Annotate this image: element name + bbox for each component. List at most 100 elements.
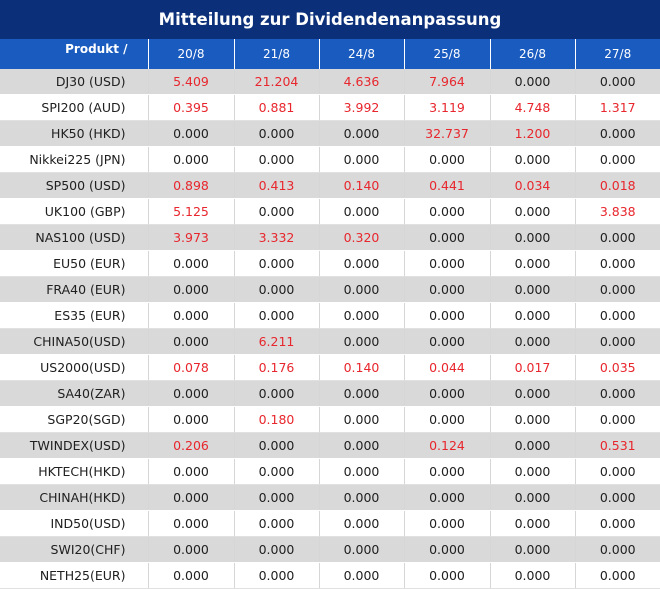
- table-row: SA40(ZAR) 0.000 0.000 0.000 0.000 0.000 0.000: [0, 380, 660, 407]
- table-row: NETH25(EUR) 0.000 0.000 0.000 0.000 0.000 0.00…: [0, 562, 660, 589]
- value-cell: 0.000: [575, 250, 660, 277]
- value-cell: 0.000: [319, 432, 405, 459]
- table-row: SGP20(SGD) 0.000 0.180 0.000 0.000 0.000 0.000: [0, 406, 660, 433]
- value-cell: 0.000: [234, 484, 320, 511]
- value-cell: 0.320: [319, 224, 405, 251]
- value-cell: 0.180: [234, 406, 320, 433]
- value-cell: 0.395: [148, 94, 235, 121]
- value-cell: 0.441: [404, 172, 491, 199]
- value-cell: 0.000: [404, 250, 491, 277]
- value-cell: 5.125: [148, 198, 235, 225]
- value-cell: 0.000: [490, 302, 576, 329]
- product-name-cell: IND50(USD): [0, 510, 149, 537]
- value-cell: 0.000: [404, 510, 491, 537]
- product-name-cell: DJ30 (USD): [0, 69, 149, 95]
- value-cell: 0.000: [575, 146, 660, 173]
- product-name-cell: TWINDEX(USD): [0, 432, 149, 459]
- value-cell: 7.964: [404, 69, 491, 95]
- value-cell: 3.119: [404, 94, 491, 121]
- value-cell: 0.000: [319, 458, 405, 485]
- product-name-cell: FRA40 (EUR): [0, 276, 149, 303]
- value-cell: 0.898: [148, 172, 235, 199]
- value-cell: 0.000: [575, 406, 660, 433]
- value-cell: 0.000: [148, 536, 235, 563]
- value-cell: 0.000: [234, 198, 320, 225]
- product-name-cell: SGP20(SGD): [0, 406, 149, 433]
- value-cell: 0.000: [490, 380, 576, 407]
- value-cell: 0.000: [575, 328, 660, 355]
- value-cell: 3.973: [148, 224, 235, 251]
- value-cell: 0.000: [148, 146, 235, 173]
- value-cell: 0.000: [404, 406, 491, 433]
- value-cell: 0.000: [319, 536, 405, 563]
- value-cell: 4.748: [490, 94, 576, 121]
- value-cell: 0.035: [575, 354, 660, 381]
- value-cell: 4.636: [319, 69, 405, 95]
- table-row: DJ30 (USD) 5.409 21.204 4.636 7.964 0.000 0.00…: [0, 69, 660, 95]
- header-date: 24/8: [319, 39, 405, 69]
- value-cell: 0.000: [319, 562, 405, 589]
- table-row: FRA40 (EUR) 0.000 0.000 0.000 0.000 0.000 0.00…: [0, 276, 660, 303]
- product-name-cell: UK100 (GBP): [0, 198, 149, 225]
- value-cell: 0.000: [234, 380, 320, 407]
- value-cell: 0.000: [234, 432, 320, 459]
- value-cell: 0.000: [490, 250, 576, 277]
- header-date: 20/8: [148, 39, 235, 69]
- product-name-cell: SP500 (USD): [0, 172, 149, 199]
- value-cell: 0.000: [575, 536, 660, 563]
- value-cell: 0.000: [234, 536, 320, 563]
- value-cell: 0.000: [319, 198, 405, 225]
- value-cell: 0.000: [319, 120, 405, 147]
- value-cell: 0.000: [490, 198, 576, 225]
- table-row: Nikkei225 (JPN) 0.000 0.000 0.000 0.000 0.000…: [0, 146, 660, 173]
- value-cell: 0.017: [490, 354, 576, 381]
- value-cell: 0.000: [234, 510, 320, 537]
- value-cell: 0.881: [234, 94, 320, 121]
- table-row: SPI200 (AUD) 0.395 0.881 3.992 3.119 4.748 1.3…: [0, 94, 660, 121]
- value-cell: 0.000: [234, 302, 320, 329]
- value-cell: 0.000: [575, 302, 660, 329]
- product-name-cell: HKTECH(HKD): [0, 458, 149, 485]
- header-date: 26/8: [490, 39, 576, 69]
- value-cell: 0.034: [490, 172, 576, 199]
- page-title: Mitteilung zur Dividendenanpassung: [0, 0, 660, 39]
- value-cell: 0.018: [575, 172, 660, 199]
- value-cell: 0.000: [148, 380, 235, 407]
- value-cell: 0.000: [490, 406, 576, 433]
- value-cell: 0.140: [319, 172, 405, 199]
- value-cell: 0.000: [490, 224, 576, 251]
- value-cell: 0.124: [404, 432, 491, 459]
- value-cell: 3.838: [575, 198, 660, 225]
- product-name-cell: NAS100 (USD): [0, 224, 149, 251]
- value-cell: 0.000: [404, 146, 491, 173]
- value-cell: 1.200: [490, 120, 576, 147]
- value-cell: 0.000: [490, 328, 576, 355]
- value-cell: 21.204: [234, 69, 320, 95]
- value-cell: 0.000: [404, 536, 491, 563]
- value-cell: 0.000: [319, 510, 405, 537]
- table-row: TWINDEX(USD) 0.206 0.000 0.000 0.124 0.000 0.5…: [0, 432, 660, 459]
- value-cell: 0.000: [319, 406, 405, 433]
- value-cell: 1.317: [575, 94, 660, 121]
- table-row: SP500 (USD) 0.898 0.413 0.140 0.441 0.034 0.01…: [0, 172, 660, 199]
- table-row: IND50(USD) 0.000 0.000 0.000 0.000 0.000 0.000: [0, 510, 660, 537]
- value-cell: 0.000: [490, 458, 576, 485]
- product-name-cell: SWI20(CHF): [0, 536, 149, 563]
- header-date: 25/8: [404, 39, 491, 69]
- value-cell: 0.078: [148, 354, 235, 381]
- value-cell: 0.000: [148, 276, 235, 303]
- header-row: Produkt / 20/8 21/8 24/8 25/8 26/8 27/8: [0, 39, 660, 69]
- value-cell: 0.000: [319, 146, 405, 173]
- value-cell: 0.000: [148, 484, 235, 511]
- header-date: 21/8: [234, 39, 320, 69]
- header-product: Produkt /: [0, 39, 149, 69]
- table-row: NAS100 (USD) 3.973 3.332 0.320 0.000 0.000 0.0…: [0, 224, 660, 251]
- table-row: CHINAH(HKD) 0.000 0.000 0.000 0.000 0.000 0.00…: [0, 484, 660, 511]
- value-cell: 0.000: [490, 484, 576, 511]
- value-cell: 0.000: [234, 250, 320, 277]
- value-cell: 0.000: [404, 224, 491, 251]
- value-cell: 0.000: [575, 380, 660, 407]
- value-cell: 0.000: [490, 536, 576, 563]
- table-row: HK50 (HKD) 0.000 0.000 0.000 32.737 1.200 0.00…: [0, 120, 660, 147]
